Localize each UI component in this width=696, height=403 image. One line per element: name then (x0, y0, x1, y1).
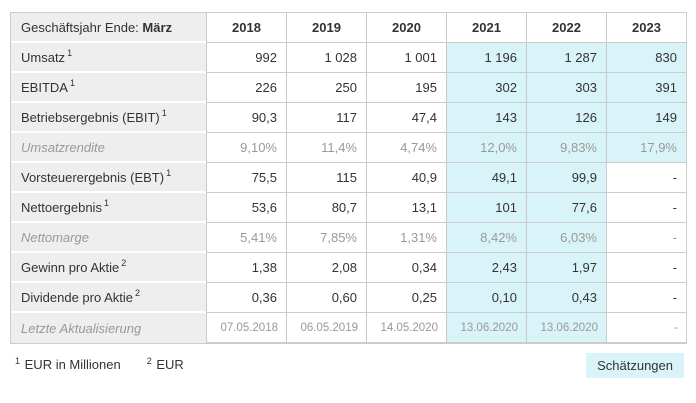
footnote-eur: 2 EUR (146, 355, 184, 372)
row-label: Nettomarge (11, 223, 206, 253)
cell-value-estimate: 126 (526, 103, 606, 133)
row-label: Umsatz 1 (11, 43, 206, 73)
cell-value: 7,85% (286, 223, 366, 253)
cell-value: - (606, 163, 686, 193)
table-row-letzte-aktualisierung: Letzte Aktualisierung 07.05.2018 06.05.2… (11, 313, 686, 343)
table-row-ebt: Vorsteuerergebnis (EBT) 1 75,5 115 40,9 4… (11, 163, 686, 193)
cell-value: 5,41% (206, 223, 286, 253)
row-label: Nettoergebnis 1 (11, 193, 206, 223)
cell-value-estimate: 303 (526, 73, 606, 103)
cell-value: 80,7 (286, 193, 366, 223)
table-row-dividende-pro-aktie: Dividende pro Aktie 2 0,36 0,60 0,25 0,10… (11, 283, 686, 313)
cell-value: 40,9 (366, 163, 446, 193)
row-label: Letzte Aktualisierung (11, 313, 206, 343)
column-header-2021: 2021 (446, 13, 526, 43)
cell-value: 0,60 (286, 283, 366, 313)
column-header-2022: 2022 (526, 13, 606, 43)
fiscal-year-title: Geschäftsjahr Ende: März (11, 13, 206, 43)
cell-value-estimate: 17,9% (606, 133, 686, 163)
cell-value: 1 028 (286, 43, 366, 73)
column-header-2023: 2023 (606, 13, 686, 43)
table-row-nettoergebnis: Nettoergebnis 1 53,6 80,7 13,1 101 77,6 - (11, 193, 686, 223)
row-label: Dividende pro Aktie 2 (11, 283, 206, 313)
cell-value: 14.05.2020 (366, 313, 446, 343)
cell-value: 250 (286, 73, 366, 103)
cell-value: 1,31% (366, 223, 446, 253)
row-label: Umsatzrendite (11, 133, 206, 163)
cell-value-estimate: 8,42% (446, 223, 526, 253)
cell-value-estimate: 12,0% (446, 133, 526, 163)
cell-value-estimate: 302 (446, 73, 526, 103)
cell-value: 9,10% (206, 133, 286, 163)
cell-value-estimate: 49,1 (446, 163, 526, 193)
cell-value-estimate: 1 287 (526, 43, 606, 73)
cell-value: - (606, 193, 686, 223)
cell-value: 0,36 (206, 283, 286, 313)
table-row-umsatzrendite: Umsatzrendite 9,10% 11,4% 4,74% 12,0% 9,… (11, 133, 686, 163)
row-label: EBITDA 1 (11, 73, 206, 103)
cell-value: 06.05.2019 (286, 313, 366, 343)
cell-value-estimate: 143 (446, 103, 526, 133)
cell-value: 992 (206, 43, 286, 73)
table-row-nettomarge: Nettomarge 5,41% 7,85% 1,31% 8,42% 6,03%… (11, 223, 686, 253)
cell-value-estimate: 1 196 (446, 43, 526, 73)
fiscal-year-month: März (142, 19, 173, 35)
column-header-2020: 2020 (366, 13, 446, 43)
cell-value: 195 (366, 73, 446, 103)
cell-value-estimate: 1,97 (526, 253, 606, 283)
row-label: Betriebsergebnis (EBIT) 1 (11, 103, 206, 133)
table-row-ebitda: EBITDA 1 226 250 195 302 303 391 (11, 73, 686, 103)
cell-value: 0,25 (366, 283, 446, 313)
cell-value: 226 (206, 73, 286, 103)
financials-page: Geschäftsjahr Ende: März 2018 2019 2020 … (10, 12, 687, 378)
cell-value-estimate: 0,43 (526, 283, 606, 313)
footnote-eur-millionen: 1 EUR in Millionen (15, 355, 121, 372)
cell-value-estimate: 0,10 (446, 283, 526, 313)
cell-value-estimate: 13.06.2020 (526, 313, 606, 343)
cell-value-estimate: 391 (606, 73, 686, 103)
cell-value-estimate: 149 (606, 103, 686, 133)
cell-value-estimate: 99,9 (526, 163, 606, 193)
cell-value: 117 (286, 103, 366, 133)
table-row-ebit: Betriebsergebnis (EBIT) 1 90,3 117 47,4 1… (11, 103, 686, 133)
cell-value: 115 (286, 163, 366, 193)
cell-value: - (606, 283, 686, 313)
column-header-2018: 2018 (206, 13, 286, 43)
cell-value: 90,3 (206, 103, 286, 133)
cell-value: 1,38 (206, 253, 286, 283)
cell-value-estimate: 101 (446, 193, 526, 223)
cell-value: 2,08 (286, 253, 366, 283)
cell-value: 75,5 (206, 163, 286, 193)
row-label: Gewinn pro Aktie 2 (11, 253, 206, 283)
cell-value-estimate: 6,03% (526, 223, 606, 253)
table-row-umsatz: Umsatz 1 992 1 028 1 001 1 196 1 287 830 (11, 43, 686, 73)
cell-value: 53,6 (206, 193, 286, 223)
cell-value: 13,1 (366, 193, 446, 223)
table-footer: 1 EUR in Millionen 2 EUR Schätzungen (10, 353, 687, 378)
cell-value: - (606, 313, 686, 343)
row-label: Vorsteuerergebnis (EBT) 1 (11, 163, 206, 193)
cell-value: 1 001 (366, 43, 446, 73)
cell-value: 11,4% (286, 133, 366, 163)
cell-value-estimate: 13.06.2020 (446, 313, 526, 343)
cell-value: - (606, 253, 686, 283)
fiscal-year-prefix: Geschäftsjahr Ende: (21, 19, 139, 35)
cell-value-estimate: 77,6 (526, 193, 606, 223)
cell-value: 4,74% (366, 133, 446, 163)
cell-value-estimate: 2,43 (446, 253, 526, 283)
column-header-2019: 2019 (286, 13, 366, 43)
cell-value: 07.05.2018 (206, 313, 286, 343)
financials-table: Geschäftsjahr Ende: März 2018 2019 2020 … (10, 12, 687, 344)
cell-value: 0,34 (366, 253, 446, 283)
table-row-gewinn-pro-aktie: Gewinn pro Aktie 2 1,38 2,08 0,34 2,43 1,… (11, 253, 686, 283)
table-header-row: Geschäftsjahr Ende: März 2018 2019 2020 … (11, 13, 686, 43)
cell-value-estimate: 830 (606, 43, 686, 73)
footnotes: 1 EUR in Millionen 2 EUR (10, 353, 210, 372)
cell-value: 47,4 (366, 103, 446, 133)
cell-value: - (606, 223, 686, 253)
cell-value-estimate: 9,83% (526, 133, 606, 163)
estimates-legend-chip: Schätzungen (586, 353, 684, 378)
